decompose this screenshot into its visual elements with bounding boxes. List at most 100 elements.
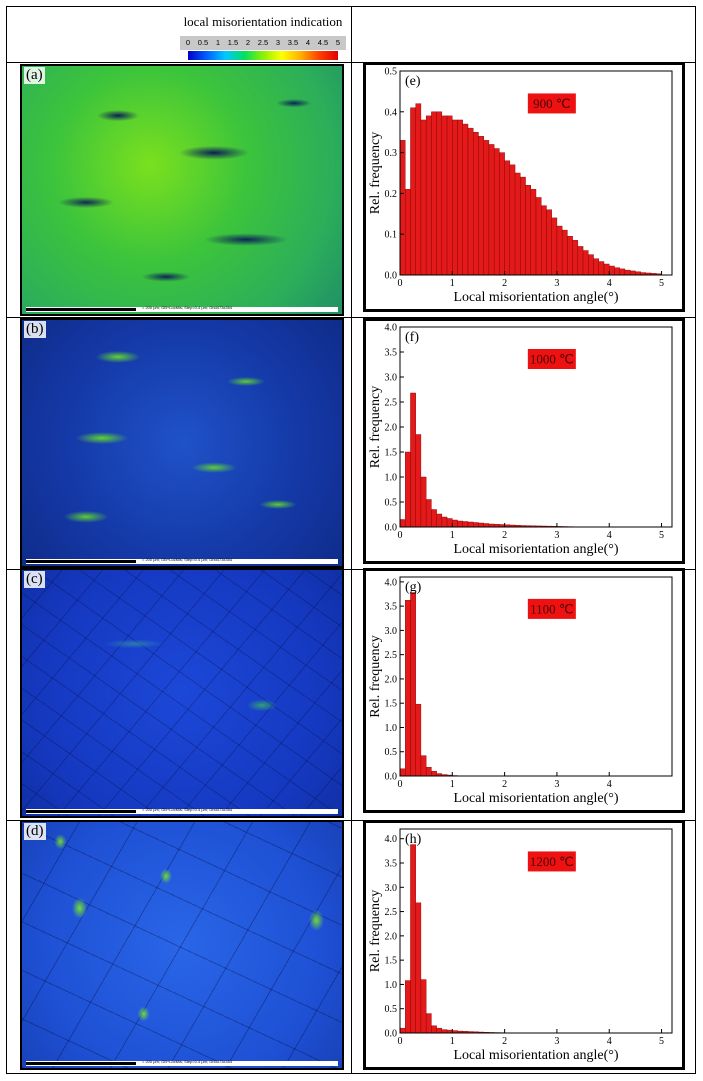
x-tick-label: 2 [502, 1036, 507, 1047]
colorbar-tick-label: 3 [275, 38, 281, 47]
x-tick-label: 1 [450, 530, 455, 541]
y-tick-label: 2.0 [385, 674, 398, 685]
histogram-bar [624, 269, 631, 276]
histogram-bar [499, 152, 505, 276]
y-tick-label: 0.5 [385, 1004, 398, 1015]
temperature-badge [527, 93, 576, 114]
scale-bar-text: = 200 µm; GB+LocMis; Step=0.4 µm; Grid47… [142, 305, 233, 310]
temperature-badge [527, 349, 576, 369]
y-tick-label: 0.5 [385, 67, 398, 78]
x-tick-label: 0 [398, 530, 403, 541]
histogram-bar [415, 434, 422, 528]
temperature-badge-text: 1200 ℃ [530, 854, 574, 869]
histogram-bar [436, 111, 443, 276]
histogram-svg: 0 1 2 3 4 5 0.0 0.5 1.0 1.5 2.0 2.5 3.0 3.5 4.0 Local m… [368, 828, 673, 1063]
histogram-bar [431, 509, 437, 528]
histogram-bar [598, 261, 605, 276]
y-tick-label: 2.0 [385, 423, 398, 434]
histogram-bar [614, 267, 620, 276]
y-axis-label: Rel. frequency [368, 635, 383, 717]
temperature-badge [527, 598, 576, 619]
x-tick-label: 0 [398, 779, 403, 790]
histogram-bar [473, 522, 479, 528]
x-tick-label: 2 [502, 530, 507, 541]
y-tick-label: 3.5 [385, 348, 398, 359]
histogram-bar [541, 205, 547, 276]
colorbar-legend: local misorientation indication 0 0.5 1 1.5… [180, 8, 346, 60]
histogram-bar [619, 268, 626, 276]
y-tick-label: 1.0 [385, 723, 398, 734]
y-tick-label: 4.0 [385, 577, 398, 588]
x-tick-label: 0 [398, 278, 403, 289]
y-tick-label: 2.0 [385, 931, 398, 942]
histogram-bar [410, 844, 416, 1034]
histogram-bar [556, 225, 563, 276]
plot-area-frame [399, 576, 673, 777]
histogram-bar [405, 980, 411, 1034]
histogram-bar [551, 217, 558, 276]
histogram-bar [452, 119, 458, 276]
histogram-svg: 0 1 2 3 4 5 0.0 0.1 0.2 0.3 0.4 0.5 Local misorienta… [368, 67, 673, 305]
scale-bar-text: = 200 µm; GB+LocMis; Step=0.4 µm; Grid47… [142, 807, 233, 812]
histogram-bar [588, 254, 594, 276]
x-tick-label: 1 [450, 779, 455, 790]
histogram-bar [410, 592, 416, 777]
panel-label: (e) [405, 74, 421, 89]
histogram-bar [572, 240, 579, 276]
histogram-bar [483, 140, 490, 276]
histogram-bar [593, 258, 599, 276]
temperature-badge-text: 1000 ℃ [530, 352, 574, 367]
y-tick-label: 0.0 [385, 1029, 398, 1040]
x-tick-label: 3 [554, 530, 559, 541]
y-tick-label: 1.5 [385, 448, 398, 459]
plot-area-frame [399, 70, 673, 276]
histogram-bar [473, 131, 479, 276]
histogram-bar [425, 499, 432, 528]
histogram-bar [582, 250, 589, 276]
y-tick-label: 0.2 [385, 189, 398, 200]
x-tick-label: 3 [554, 779, 559, 790]
x-tick-label: 5 [659, 1036, 664, 1047]
colorbar-gradient [188, 51, 338, 60]
y-tick-label: 3.5 [385, 602, 398, 613]
histogram-bar [467, 127, 474, 276]
scale-bar-text: = 200 µm; GB+LocMis; Step=0.4 µm; Grid47… [142, 557, 233, 562]
y-tick-label: 0.1 [385, 230, 398, 241]
histogram-bar [415, 902, 422, 1034]
histogram-bar [399, 768, 406, 777]
colorbar-tick-label: 4.5 [317, 38, 329, 47]
histogram-svg: 0 1 2 3 4 0.0 0.5 1.0 1.5 2.0 2.5 3.0 3.5 4.0 Local mi… [368, 576, 673, 806]
histogram-bar [405, 189, 411, 276]
temperature-badge-text: 1100 ℃ [530, 601, 573, 616]
histogram-bar [457, 520, 463, 528]
panel-label-b: (b) [24, 321, 46, 338]
histogram-bar [415, 103, 422, 276]
y-tick-label: 0.0 [385, 523, 398, 534]
histogram-bar [603, 263, 610, 276]
y-tick-label: 1.5 [385, 699, 398, 710]
histogram-bar [509, 164, 516, 276]
y-tick-label: 2.5 [385, 907, 398, 918]
y-tick-label: 1.0 [385, 473, 398, 484]
histogram-bar [567, 236, 573, 276]
panel-label-a: (a) [24, 67, 45, 84]
histogram-bar [420, 119, 427, 276]
histogram-bar [431, 1025, 437, 1034]
histogram-bar [431, 770, 437, 777]
x-tick-label: 5 [659, 278, 664, 289]
histogram-bar [446, 115, 453, 276]
y-tick-label: 0.0 [385, 772, 398, 783]
y-axis-label: Rel. frequency [368, 132, 383, 214]
histogram-bar [483, 523, 490, 528]
misorientation-map-b: (b) = 200 µm; GB+LocMis; Step=0.4 µm; Gr… [20, 318, 344, 568]
y-tick-label: 3.0 [385, 883, 398, 894]
y-tick-label: 0.5 [385, 747, 398, 758]
histogram-bar [535, 197, 542, 276]
histogram-bar [399, 519, 406, 528]
colorbar-tick-label: 5 [335, 38, 341, 47]
histogram-bar [467, 521, 474, 528]
histogram-bar [425, 1013, 432, 1034]
misorientation-map-d: (d) = 200 µm; GB+LocMis; Step=0.4 µm; Gr… [20, 820, 344, 1070]
histogram-bar [425, 767, 432, 777]
x-tick-label: 1 [450, 1036, 455, 1047]
